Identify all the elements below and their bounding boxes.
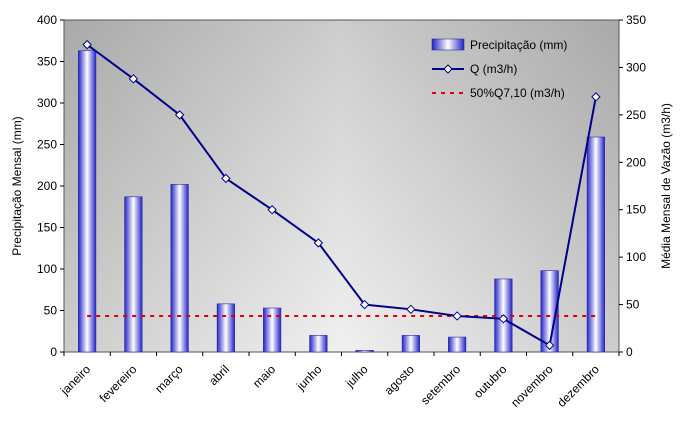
y2-tick-label: 200 (626, 155, 646, 169)
flow-marker-abril (221, 173, 231, 184)
y2-tick-label: 250 (626, 108, 646, 122)
y2-tick-label: 350 (626, 13, 646, 27)
bar-junho (309, 335, 328, 353)
legend-label: Precipitação (mm) (470, 38, 567, 52)
x-tick-label: agosto (382, 362, 418, 398)
legend-label: Q (m3/h) (470, 62, 517, 76)
y-tick-label: 50 (44, 304, 58, 318)
x-tick-label: março (152, 362, 186, 396)
y2-tick-label: 150 (626, 203, 646, 217)
y2-tick-label: 300 (626, 60, 646, 74)
flow-marker-dezembro (591, 92, 601, 102)
y-tick-label: 100 (37, 262, 57, 276)
flow-marker-junho (313, 238, 324, 248)
flow-marker-novembro (544, 340, 555, 351)
bar-dezembro (586, 136, 605, 353)
y-tick-label: 300 (37, 96, 57, 110)
x-tick-label: julho (342, 362, 371, 391)
y-tick-label: 200 (37, 179, 57, 193)
bar-setembro (448, 336, 467, 353)
flow-marker-janeiro (82, 39, 92, 50)
bar-janeiro (78, 50, 97, 353)
flow-line-path (86, 43, 597, 347)
legend-swatch-bar (431, 38, 465, 51)
bar-novembro (540, 270, 559, 353)
y2-tick-label: 50 (626, 298, 640, 312)
x-tick-label: maio (250, 362, 279, 391)
flow-marker-agosto (406, 304, 416, 315)
y-tick-label: 0 (50, 345, 57, 359)
bar-abril (216, 303, 235, 353)
legend: Precipitação (mm) Q (m3/h) 50%Q7,10 (m3/h) (431, 38, 567, 100)
x-tick-label: janeiro (57, 362, 93, 398)
bar-fevereiro (124, 196, 143, 353)
flow-line (82, 39, 601, 351)
bar-series (78, 50, 605, 353)
legend-swatch-marker (443, 64, 453, 74)
flow-marker-setembro (452, 311, 462, 321)
y-tick-label: 250 (37, 138, 57, 152)
background-right (341, 20, 619, 352)
y-tick-label: 150 (37, 221, 57, 235)
legend-label: 50%Q7,10 (m3/h) (470, 86, 565, 100)
x-tick-label: outubro (471, 362, 510, 401)
background-left (64, 20, 342, 352)
bar-maio (263, 307, 282, 353)
plot-background (64, 20, 619, 352)
flow-marker-outubro (498, 314, 509, 324)
bar-julho (355, 350, 374, 353)
y2-axis-title: Média Mensal de Vazão (m3/h) (659, 103, 673, 269)
y-axis-title: Precipitação Mensal (mm) (10, 116, 24, 255)
x-tick-label: setembro (418, 362, 464, 408)
y-tick-label: 400 (37, 13, 57, 27)
x-tick-label: dezembro (554, 362, 602, 410)
y-tick-label: 350 (37, 55, 57, 69)
x-tick-label: abril (206, 362, 232, 388)
flow-marker-maio (267, 205, 277, 215)
y2-tick-label: 100 (626, 250, 646, 264)
x-tick-label: fevereiro (97, 362, 140, 405)
flow-marker-março (174, 110, 185, 120)
flow-marker-fevereiro (128, 74, 139, 84)
bar-agosto (401, 335, 420, 353)
x-tick-label: junho (293, 362, 325, 394)
y2-tick-label: 0 (626, 345, 633, 359)
bar-março (170, 184, 189, 353)
flow-marker-julho (359, 299, 370, 310)
x-tick-label: novembro (508, 362, 556, 410)
